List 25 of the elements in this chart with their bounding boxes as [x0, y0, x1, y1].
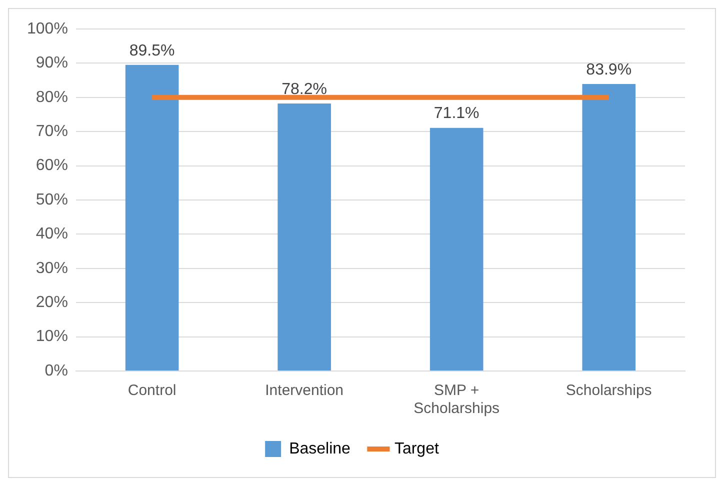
y-tick-label: 80% — [36, 88, 68, 106]
data-label: 78.2% — [282, 80, 328, 98]
x-tick-label: Intervention — [265, 382, 344, 400]
y-tick-label: 70% — [36, 123, 68, 140]
data-label: 83.9% — [586, 61, 632, 78]
bar — [430, 128, 484, 370]
x-tick-label: SMP + Scholarships — [414, 382, 500, 418]
y-tick-label: 30% — [36, 260, 68, 277]
bar — [125, 64, 179, 370]
y-tick-label: 100% — [27, 20, 68, 38]
x-tick-label: Scholarships — [566, 382, 652, 400]
legend-label: Target — [394, 440, 440, 458]
data-label: 89.5% — [129, 42, 175, 60]
bar — [582, 84, 636, 370]
y-tick-label: 90% — [36, 54, 68, 72]
y-tick-label: 20% — [36, 294, 68, 312]
y-tick-label: 0% — [44, 362, 68, 380]
bar — [278, 104, 331, 370]
y-tick-label: 40% — [36, 226, 68, 243]
y-tick-label: 60% — [36, 157, 68, 174]
data-label: 71.1% — [434, 105, 480, 122]
y-tick-label: 50% — [36, 191, 68, 208]
legend-label: Baseline — [289, 440, 351, 458]
y-tick-label: 10% — [36, 328, 68, 346]
x-tick-label: Control — [128, 382, 176, 400]
